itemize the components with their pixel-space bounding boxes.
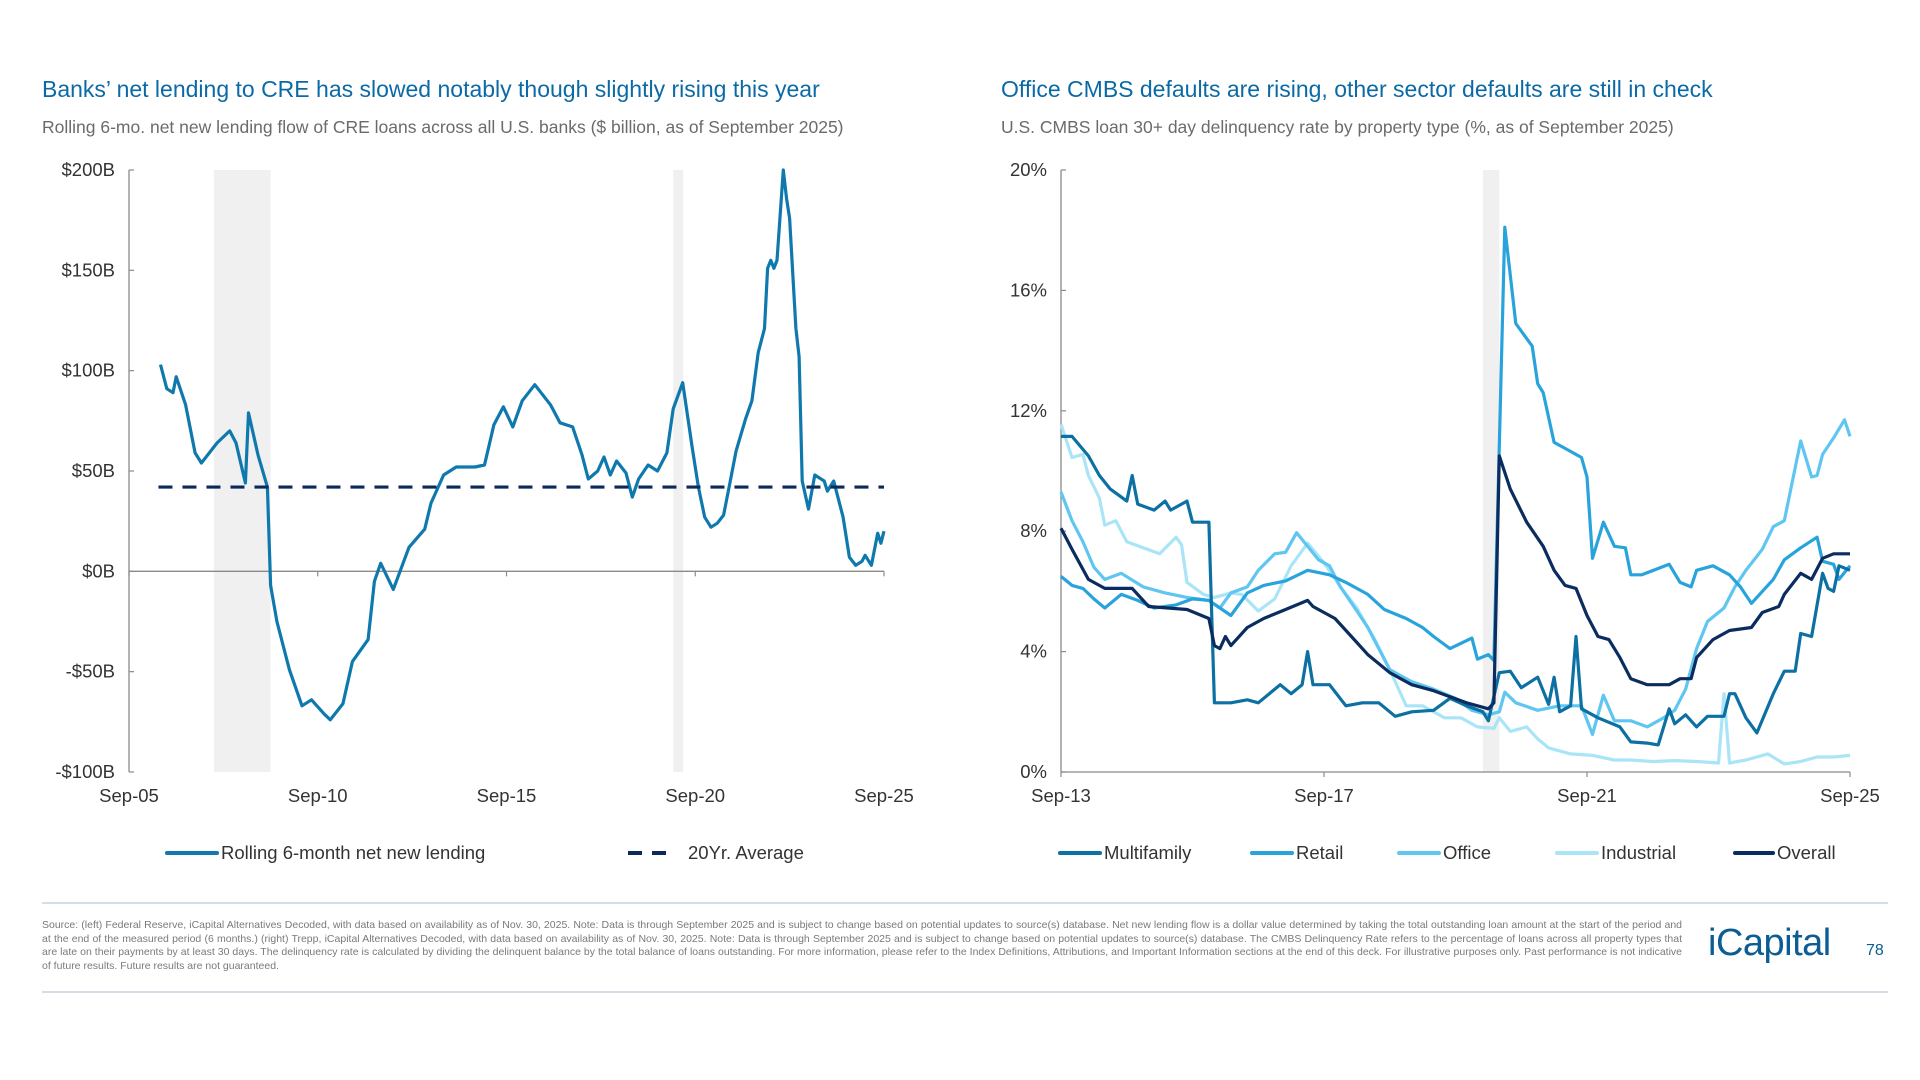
left-x-tick-label: Sep-15 [477, 785, 537, 806]
legend-label: Industrial [1601, 842, 1677, 863]
right-x-tick-label: Sep-13 [1031, 785, 1091, 806]
left-recession-shading [673, 170, 684, 772]
legend-label: Office [1443, 842, 1491, 863]
left-x-tick-label: Sep-25 [854, 785, 914, 806]
right-y-tick-label: 4% [1020, 641, 1047, 662]
left-x-tick-label: Sep-05 [99, 785, 159, 806]
right-legend-item-retail: Retail [1250, 840, 1343, 866]
legend-swatch [1058, 851, 1102, 855]
icapital-logo: iCapital [1708, 922, 1831, 964]
left-y-tick-label: $150B [62, 259, 116, 280]
page-number: 78 [1866, 942, 1884, 959]
left-x-tick-label: Sep-10 [288, 785, 348, 806]
legend-label: Rolling 6-month net new lending [221, 842, 486, 863]
source-footnote: Source: (left) Federal Reserve, iCapital… [42, 919, 1682, 972]
footer-divider-bottom [42, 991, 1888, 993]
legend-label: Overall [1777, 842, 1836, 863]
left-chart-subtitle: Rolling 6-mo. net new lending flow of CR… [42, 117, 844, 137]
right-y-tick-label: 20% [1010, 159, 1047, 180]
legend-label: 20Yr. Average [688, 842, 804, 863]
left-y-tick-label: -$50B [66, 661, 115, 682]
left-chart-title: Banks’ net lending to CRE has slowed not… [42, 76, 820, 102]
right-y-tick-label: 16% [1010, 279, 1047, 300]
legend-swatch [1733, 851, 1775, 855]
legend-swatch [1250, 851, 1294, 855]
left-y-tick-label: -$100B [55, 761, 115, 782]
right-legend-item-office: Office [1397, 840, 1491, 866]
right-legend-item-multifamily: Multifamily [1058, 840, 1191, 866]
right-y-tick-label: 0% [1020, 761, 1047, 782]
legend-swatch [1397, 851, 1441, 855]
legend-label: Retail [1296, 842, 1344, 863]
left-series-rolling-6-month-net-new-lending [158, 168, 886, 722]
right-x-tick-label: Sep-17 [1294, 785, 1354, 806]
right-y-tick-label: 12% [1010, 400, 1047, 421]
right-chart-subtitle: U.S. CMBS loan 30+ day delinquency rate … [1001, 117, 1674, 137]
legend-swatch [165, 851, 219, 855]
right-legend-item-industrial: Industrial [1555, 840, 1676, 866]
right-series-retail [1059, 225, 1852, 663]
right-legend-item-overall: Overall [1733, 840, 1836, 866]
right-y-tick-label: 8% [1020, 520, 1047, 541]
left-y-tick-label: $100B [62, 360, 116, 381]
left-y-tick-label: $200B [62, 159, 116, 180]
right-series-overall [1059, 454, 1850, 711]
right-x-tick-label: Sep-25 [1820, 785, 1880, 806]
legend-swatch [1555, 851, 1599, 855]
left-y-tick-label: $0B [82, 560, 115, 581]
right-series-multifamily [1061, 434, 1851, 747]
legend-label: Multifamily [1104, 842, 1192, 863]
legend-swatch-dashed [628, 851, 674, 855]
right-chart-title: Office CMBS defaults are rising, other s… [1001, 76, 1713, 102]
right-x-tick-label: Sep-21 [1557, 785, 1617, 806]
left-y-tick-label: $50B [72, 460, 115, 481]
right-series-industrial [1059, 423, 1851, 766]
left-x-tick-label: Sep-20 [665, 785, 725, 806]
left-legend-item-average: 20Yr. Average [628, 840, 804, 866]
left-legend-item-lending: Rolling 6-month net new lending [165, 840, 485, 866]
footer-divider-top [42, 902, 1888, 904]
